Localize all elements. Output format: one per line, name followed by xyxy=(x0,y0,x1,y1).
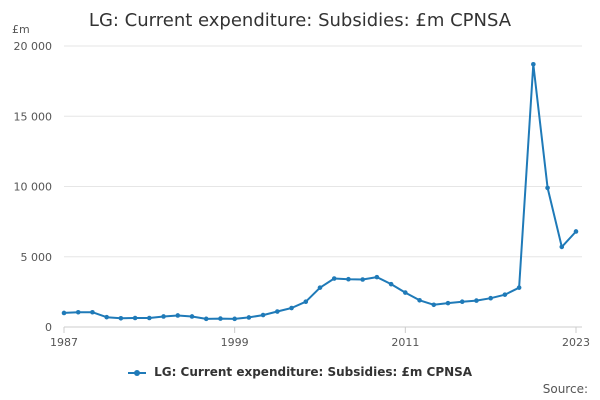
data-point[interactable] xyxy=(161,314,166,319)
x-tick-label: 2011 xyxy=(391,336,419,349)
series-line-group xyxy=(61,61,579,322)
data-point[interactable] xyxy=(531,61,536,67)
data-point[interactable] xyxy=(360,277,365,282)
data-point[interactable] xyxy=(502,292,508,297)
data-point[interactable] xyxy=(104,314,109,320)
data-point[interactable] xyxy=(317,285,323,290)
data-point[interactable] xyxy=(232,316,237,322)
data-point[interactable] xyxy=(118,315,124,321)
data-point[interactable] xyxy=(260,312,266,318)
data-point[interactable] xyxy=(573,229,579,234)
data-point[interactable] xyxy=(189,314,195,319)
legend: LG: Current expenditure: Subsidies: £m C… xyxy=(0,365,600,379)
data-point[interactable] xyxy=(559,244,565,250)
data-point[interactable] xyxy=(132,315,138,321)
data-point[interactable] xyxy=(431,302,437,308)
data-point[interactable] xyxy=(75,309,81,315)
data-point[interactable] xyxy=(246,315,252,320)
data-point[interactable] xyxy=(203,316,209,322)
y-tick-label: 20 000 xyxy=(14,40,53,53)
data-point[interactable] xyxy=(417,298,422,303)
data-point[interactable] xyxy=(516,285,522,290)
data-point[interactable] xyxy=(545,185,550,191)
legend-marker-icon xyxy=(127,368,146,378)
y-tick-label: 10 000 xyxy=(14,181,53,194)
legend-label: LG: Current expenditure: Subsidies: £m C… xyxy=(154,365,473,379)
x-tick-label: 1987 xyxy=(50,336,78,349)
data-point[interactable] xyxy=(403,290,408,295)
data-point[interactable] xyxy=(289,305,294,311)
x-axis-ticks: 1987 1999 2011 2023 xyxy=(50,327,590,349)
data-point[interactable] xyxy=(175,313,181,318)
chart-title: LG: Current expenditure: Subsidies: £m C… xyxy=(88,10,512,31)
data-point[interactable] xyxy=(147,315,152,321)
source-label: Source: xyxy=(542,382,588,396)
y-axis-ticks: 0 5 000 10 000 15 000 20 000 xyxy=(14,40,53,334)
data-point[interactable] xyxy=(488,295,493,301)
x-tick-label: 1999 xyxy=(221,336,249,349)
legend-dot xyxy=(133,369,140,376)
data-point[interactable] xyxy=(346,276,351,282)
data-point[interactable] xyxy=(445,300,451,306)
data-point[interactable] xyxy=(331,276,337,281)
y-axis-unit-label: £m xyxy=(12,23,30,36)
data-point[interactable] xyxy=(275,309,280,314)
data-point[interactable] xyxy=(218,316,223,321)
data-point[interactable] xyxy=(374,274,380,280)
x-tick-label: 2023 xyxy=(562,336,590,349)
y-tick-label: 5 000 xyxy=(21,251,53,264)
y-tick-label: 0 xyxy=(45,321,52,334)
series-line xyxy=(63,63,577,320)
data-point[interactable] xyxy=(474,298,479,303)
y-tick-label: 15 000 xyxy=(14,110,53,123)
gridlines xyxy=(64,45,582,258)
data-point[interactable] xyxy=(388,281,394,287)
data-point[interactable] xyxy=(90,309,95,315)
data-point[interactable] xyxy=(459,299,465,305)
data-point[interactable] xyxy=(303,299,309,305)
data-point[interactable] xyxy=(61,310,67,316)
